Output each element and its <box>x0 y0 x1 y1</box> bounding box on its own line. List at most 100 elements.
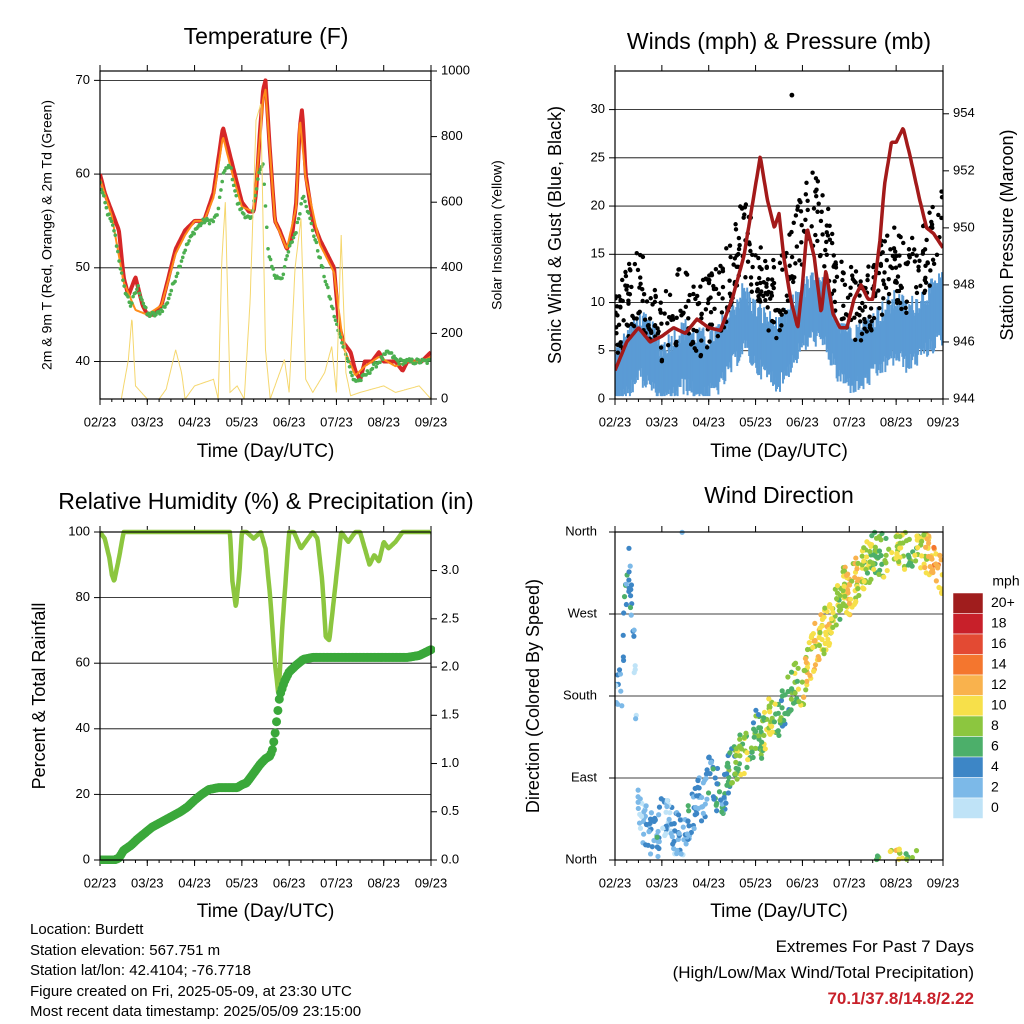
direction-point <box>912 558 919 564</box>
x-tick-label: 06/23 <box>273 414 306 429</box>
gust-point <box>618 304 623 310</box>
dewpoint-point <box>128 304 133 308</box>
dewpoint-point <box>378 360 382 365</box>
legend-label: 14 <box>991 655 1007 671</box>
direction-point <box>929 567 936 573</box>
dewpoint-point <box>280 276 284 280</box>
direction-point <box>734 776 740 782</box>
direction-point <box>647 820 653 827</box>
direction-point <box>846 600 853 607</box>
direction-point <box>652 817 658 823</box>
dewpoint-point <box>100 191 105 195</box>
gust-point <box>930 225 935 231</box>
dewpoint-point <box>322 274 326 279</box>
gust-point <box>637 285 642 290</box>
gust-point <box>798 209 804 214</box>
gust-point <box>820 232 825 237</box>
gust-point <box>854 311 860 317</box>
dewpoint-point <box>141 301 146 306</box>
gust-point <box>798 200 803 205</box>
direction-point <box>923 570 929 576</box>
direction-point <box>627 593 634 599</box>
dewpoint-point <box>346 359 351 364</box>
gust-point <box>709 271 714 276</box>
dewpoint-point <box>374 365 379 369</box>
dewpoint-point <box>389 351 394 355</box>
direction-point <box>641 831 647 837</box>
direction-point <box>627 563 633 569</box>
gust-point <box>824 239 829 245</box>
direction-point <box>628 582 635 588</box>
legend-swatch <box>952 613 984 635</box>
direction-point <box>656 812 662 818</box>
gust-point <box>771 320 777 325</box>
direction-point <box>896 856 902 862</box>
direction-point <box>922 544 929 550</box>
x-tick-label: 09/23 <box>927 875 960 890</box>
dewpoint-point <box>331 306 335 311</box>
gust-point <box>774 335 779 341</box>
extremes-title: Extremes For Past 7 Days <box>775 937 974 956</box>
direction-point <box>792 660 799 666</box>
gust-point <box>758 245 763 250</box>
x-tick-label: 06/23 <box>273 875 306 890</box>
y2-tick-label: 946 <box>953 333 975 348</box>
direction-point <box>647 851 654 857</box>
direction-point <box>655 828 661 835</box>
gust-point <box>930 257 936 262</box>
extremes-panel: Extremes For Past 7 Days (High/Low/Max W… <box>673 934 974 1012</box>
dewpoint-point <box>146 311 151 316</box>
gust-point <box>743 275 748 280</box>
chart-title: Winds (mph) & Pressure (mb) <box>627 28 931 54</box>
direction-point <box>756 725 762 731</box>
direction-point <box>621 610 627 616</box>
direction-point <box>755 733 762 739</box>
direction-point <box>646 829 652 835</box>
gust-point <box>822 264 827 269</box>
direction-point <box>914 534 921 540</box>
x-axis-label: Time (Day/UTC) <box>710 441 848 462</box>
direction-point <box>767 709 773 715</box>
series-pressure <box>615 127 943 372</box>
y2-axis-label: Solar Insolation (Yellow) <box>489 160 505 310</box>
direction-point <box>626 569 632 575</box>
dewpoint-point <box>215 213 219 217</box>
gust-point <box>736 235 742 241</box>
gust-point <box>770 282 775 288</box>
direction-point <box>861 558 867 564</box>
dewpoint-point <box>110 223 115 227</box>
gust-point <box>687 292 692 298</box>
gust-point <box>728 254 733 260</box>
dewpoint-point <box>231 183 236 188</box>
gust-point <box>825 206 831 212</box>
direction-point <box>744 764 750 770</box>
y-tick-label: 100 <box>68 523 90 538</box>
gust-point <box>909 235 915 241</box>
gust-point <box>724 246 729 251</box>
direction-point <box>635 787 641 793</box>
direction-point <box>893 533 899 540</box>
gust-point <box>917 258 922 264</box>
direction-point <box>728 780 735 786</box>
dewpoint-point <box>121 278 125 282</box>
direction-point <box>905 552 911 558</box>
direction-point <box>664 803 670 810</box>
direction-point <box>828 616 835 622</box>
x-tick-label: 03/23 <box>646 414 679 429</box>
x-tick-label: 09/23 <box>415 414 448 429</box>
dewpoint-point <box>285 254 289 258</box>
dewpoint-point <box>186 241 190 246</box>
gust-point <box>720 266 725 271</box>
direction-point <box>867 548 873 555</box>
dewpoint-point <box>122 284 126 288</box>
dewpoint-point <box>133 290 138 295</box>
direction-point <box>802 655 809 662</box>
direction-point <box>772 701 778 707</box>
direction-point <box>803 659 809 666</box>
dewpoint-point <box>119 271 124 275</box>
dewpoint-point <box>370 366 375 371</box>
direction-point <box>918 553 925 559</box>
dewpoint-point <box>310 228 315 233</box>
direction-point <box>678 851 684 857</box>
gust-point <box>848 285 853 290</box>
